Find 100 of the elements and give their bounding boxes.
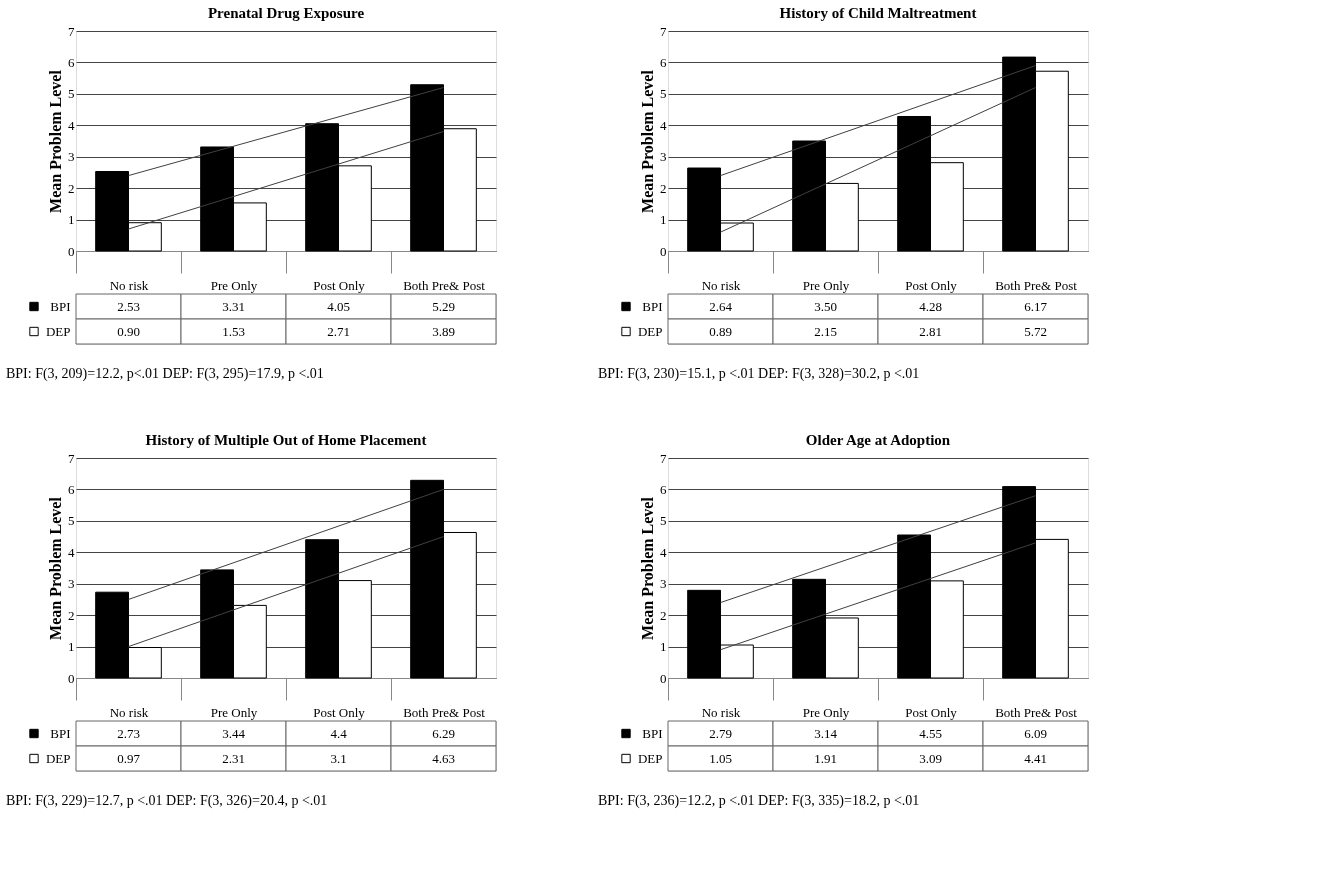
- x-tick-label: Pre Only: [210, 704, 258, 720]
- legend-label: DEP: [637, 323, 663, 339]
- data-label: 2.71: [327, 323, 350, 339]
- data-label: 3.89: [432, 323, 455, 339]
- y-tick-label: 1: [68, 212, 75, 228]
- data-label: 3.44: [222, 725, 246, 741]
- data-label: 2.64: [709, 298, 733, 314]
- y-tick-label: 2: [660, 180, 667, 196]
- data-label: 3.1: [330, 750, 347, 766]
- text: BPI: F(3, 229)=12.7, p <.01 DEP: F(3, 326)=20.4, p <.01: [6, 793, 328, 809]
- y-tick-label: 6: [68, 481, 75, 497]
- y-tick-label: 0: [660, 670, 667, 686]
- x-tick-label: Pre Only: [802, 704, 850, 720]
- y-tick-label: 0: [660, 243, 667, 259]
- x-tick-label: Post Only: [905, 277, 958, 293]
- chart-title: History of Multiple Out of Home Placement: [145, 432, 427, 448]
- y-tick-label: 4: [660, 544, 667, 560]
- data-label: 3.31: [222, 298, 245, 314]
- data-label: 4.4: [330, 725, 348, 741]
- legend-label: DEP: [45, 750, 71, 766]
- y-tick-label: 5: [660, 513, 667, 529]
- data-label: 2.53: [117, 298, 140, 314]
- y-tick-label: 7: [660, 450, 667, 466]
- y-tick-label: 3: [68, 149, 75, 165]
- data-label: 2.81: [919, 323, 942, 339]
- data-label: 4.41: [1024, 750, 1047, 766]
- data-label: 3.09: [919, 750, 942, 766]
- y-tick-label: 1: [660, 212, 667, 228]
- legend-label: BPI: [50, 298, 71, 314]
- legend-label: DEP: [45, 323, 71, 339]
- data-label: 5.72: [1024, 323, 1047, 339]
- y-tick-label: 3: [68, 576, 75, 592]
- y-tick-label: 3: [660, 576, 667, 592]
- y-tick-label: 1: [660, 639, 667, 655]
- data-label: 0.90: [117, 323, 140, 339]
- x-tick-label: No risk: [701, 277, 741, 293]
- y-tick-label: 4: [68, 544, 75, 560]
- data-label: 0.89: [709, 323, 732, 339]
- y-tick-label: 0: [68, 670, 75, 686]
- x-tick-label: Pre Only: [802, 277, 850, 293]
- data-label: 6.17: [1024, 298, 1048, 314]
- legend-label: BPI: [642, 298, 663, 314]
- legend-label: BPI: [50, 725, 71, 741]
- text: BPI: F(3, 230)=15.1, p <.01 DEP: F(3, 328)=30.2, p <.01: [598, 366, 920, 382]
- data-label: 4.05: [327, 298, 350, 314]
- data-label: 2.79: [709, 725, 732, 741]
- y-tick-label: 2: [68, 180, 75, 196]
- data-label: 0.97: [117, 750, 141, 766]
- y-tick-label: 7: [68, 23, 75, 39]
- y-tick-label: 1: [68, 639, 75, 655]
- y-tick-label: 4: [660, 117, 667, 133]
- data-label: 4.55: [919, 725, 942, 741]
- x-tick-label: Both Pre& Post: [403, 704, 486, 720]
- text: BPI: F(3, 209)=12.2, p<.01 DEP: F(3, 295)=17.9, p <.01: [6, 366, 324, 382]
- y-axis-title: Mean Problem Level: [639, 496, 656, 640]
- x-tick-label: Post Only: [905, 704, 958, 720]
- x-tick-label: Both Pre& Post: [995, 704, 1078, 720]
- y-axis-title: Mean Problem Level: [47, 69, 64, 213]
- data-label: 1.05: [709, 750, 732, 766]
- y-tick-label: 2: [660, 607, 667, 623]
- data-label: 3.50: [814, 298, 837, 314]
- data-label: 4.63: [432, 750, 455, 766]
- y-tick-label: 7: [660, 23, 667, 39]
- y-tick-label: 5: [660, 86, 667, 102]
- y-tick-label: 6: [660, 481, 667, 497]
- x-tick-label: Pre Only: [210, 277, 258, 293]
- data-label: 2.15: [814, 323, 837, 339]
- y-tick-label: 7: [68, 450, 75, 466]
- y-tick-label: 4: [68, 117, 75, 133]
- y-axis-title: Mean Problem Level: [639, 69, 656, 213]
- x-tick-label: No risk: [109, 704, 149, 720]
- data-label: 4.28: [919, 298, 942, 314]
- legend-label: BPI: [642, 725, 663, 741]
- data-label: 5.29: [432, 298, 455, 314]
- x-tick-label: No risk: [109, 277, 149, 293]
- x-tick-label: No risk: [701, 704, 741, 720]
- data-label: 6.09: [1024, 725, 1047, 741]
- data-label: 1.53: [222, 323, 245, 339]
- y-tick-label: 3: [660, 149, 667, 165]
- y-tick-label: 0: [68, 243, 75, 259]
- x-tick-label: Post Only: [313, 704, 366, 720]
- y-tick-label: 6: [68, 54, 75, 70]
- text: BPI: F(3, 236)=12.2, p <.01 DEP: F(3, 335)=18.2, p <.01: [598, 793, 920, 809]
- y-axis-title: Mean Problem Level: [47, 496, 64, 640]
- x-tick-label: Post Only: [313, 277, 366, 293]
- data-label: 1.91: [814, 750, 837, 766]
- legend-label: DEP: [637, 750, 663, 766]
- y-tick-label: 5: [68, 513, 75, 529]
- data-label: 6.29: [432, 725, 455, 741]
- data-label: 3.14: [814, 725, 838, 741]
- x-tick-label: Both Pre& Post: [403, 277, 486, 293]
- y-tick-label: 2: [68, 607, 75, 623]
- data-label: 2.31: [222, 750, 245, 766]
- chart-title: Older Age at Adoption: [805, 432, 951, 448]
- y-tick-label: 6: [660, 54, 667, 70]
- chart-title: History of Child Maltreatment: [779, 5, 977, 21]
- x-tick-label: Both Pre& Post: [995, 277, 1078, 293]
- y-tick-label: 5: [68, 86, 75, 102]
- data-label: 2.73: [117, 725, 140, 741]
- chart-title: Prenatal Drug Exposure: [207, 5, 365, 21]
